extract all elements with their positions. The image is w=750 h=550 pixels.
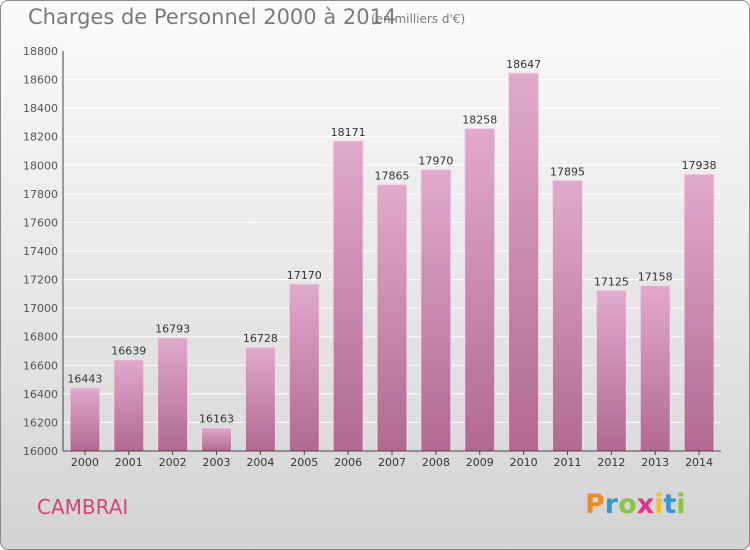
bar	[683, 173, 715, 452]
data-label: 16639	[111, 345, 146, 358]
bar	[639, 285, 671, 452]
y-tick-label: 18000	[23, 159, 58, 172]
x-tick-label: 2004	[246, 456, 274, 469]
x-tick-label: 2010	[510, 456, 538, 469]
logo-letter: i	[654, 489, 664, 520]
y-tick-label: 18200	[23, 131, 58, 144]
y-tick-label: 16200	[23, 416, 58, 429]
bar	[551, 179, 583, 452]
y-tick-label: 16800	[23, 331, 58, 344]
logo-letter: P	[585, 489, 605, 520]
x-tick-label: 2006	[334, 456, 362, 469]
chart-subtitle: (en milliers d'€)	[371, 12, 466, 26]
y-tick-label: 16600	[23, 359, 58, 372]
bar	[157, 337, 189, 452]
bar	[201, 427, 233, 452]
y-tick-label: 17600	[23, 216, 58, 229]
bar	[508, 72, 540, 452]
y-tick-label: 17400	[23, 245, 58, 258]
y-tick-label: 17800	[23, 188, 58, 201]
x-tick-label: 2005	[290, 456, 318, 469]
x-tick-label: 2014	[685, 456, 713, 469]
data-label: 16163	[199, 413, 234, 426]
logo-letter: x	[636, 489, 655, 520]
data-label: 17158	[638, 271, 673, 284]
data-label: 17970	[418, 155, 453, 168]
bar	[420, 169, 452, 452]
y-tick-label: 16000	[23, 445, 58, 458]
logo-letter: t	[663, 489, 677, 520]
bar	[288, 283, 320, 452]
y-tick-label: 17000	[23, 302, 58, 315]
data-label: 16728	[243, 332, 278, 345]
data-label: 17125	[594, 275, 629, 288]
bar	[376, 184, 408, 452]
data-label: 16793	[155, 323, 190, 336]
x-tick-label: 2009	[466, 456, 494, 469]
y-tick-label: 17200	[23, 274, 58, 287]
bar	[244, 346, 276, 452]
x-tick-label: 2013	[641, 456, 669, 469]
x-tick-label: 2002	[159, 456, 187, 469]
x-tick-label: 2003	[203, 456, 231, 469]
data-label: 18171	[331, 126, 366, 139]
x-tick-label: 2012	[597, 456, 625, 469]
x-tick-label: 2001	[115, 456, 143, 469]
data-label: 17938	[682, 159, 717, 172]
commune-name: CAMBRAI	[37, 495, 129, 519]
y-tick-label: 16400	[23, 388, 58, 401]
bar	[69, 387, 101, 452]
x-tick-label: 2000	[71, 456, 99, 469]
chart-title: Charges de Personnel 2000 à 2014	[28, 5, 397, 29]
data-label: 17895	[550, 165, 585, 178]
data-label: 17170	[287, 269, 322, 282]
data-label: 18647	[506, 58, 541, 71]
logo-letter: o	[618, 489, 637, 520]
x-tick-label: 2008	[422, 456, 450, 469]
data-label: 16443	[67, 373, 102, 386]
bar	[332, 140, 364, 452]
data-label: 17865	[375, 170, 410, 183]
y-tick-label: 18600	[23, 74, 58, 87]
data-label: 18258	[462, 113, 497, 126]
bar	[464, 127, 496, 452]
y-tick-label: 18400	[23, 102, 58, 115]
x-tick-label: 2007	[378, 456, 406, 469]
logo-letter: i	[676, 489, 686, 520]
y-tick-label: 18800	[23, 45, 58, 58]
proxiti-logo: Proxiti	[585, 489, 686, 520]
bar	[595, 289, 627, 452]
bar	[113, 359, 145, 452]
logo-letter: r	[604, 489, 619, 520]
x-tick-label: 2011	[553, 456, 581, 469]
